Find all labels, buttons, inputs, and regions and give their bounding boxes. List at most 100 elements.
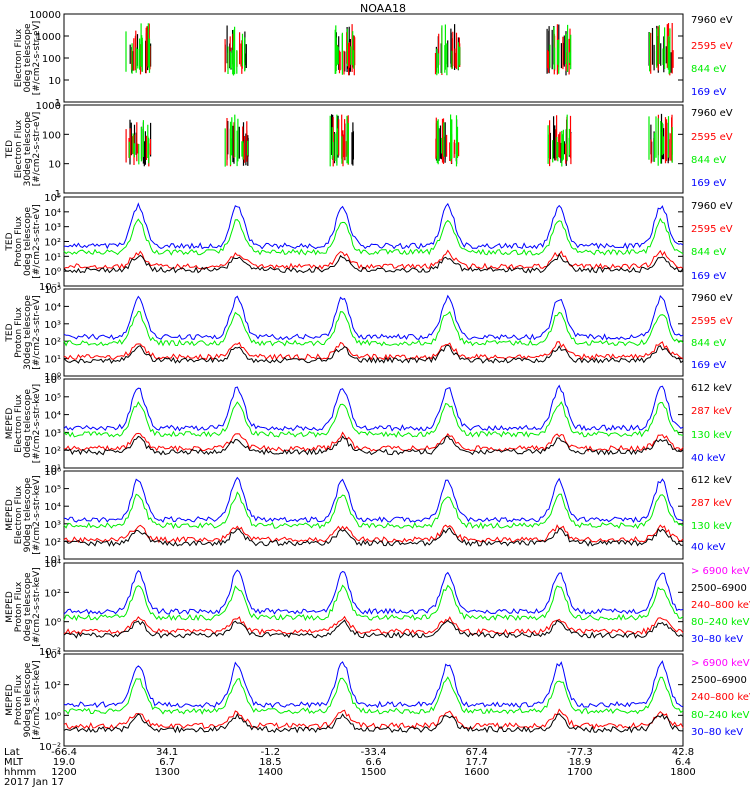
legend-entry: 7960 eV [691, 15, 733, 26]
y-axis-label: Electron Flux [14, 485, 24, 544]
y-tick-label: 10⁻² [39, 647, 61, 658]
panel-6: 10¹ 10² 10³ 10⁴ 10⁵ 10⁶ MEPED Electron Flux 90de… [5, 467, 732, 566]
x-tick-label: 6.7 [159, 757, 175, 768]
panel-frame [63, 562, 684, 652]
y-axis-label: 0deg telescope [23, 389, 33, 459]
legend-entry: 7960 eV [691, 201, 733, 212]
y-axis-label: [#/cm2-s-str-keV] [32, 384, 42, 463]
legend-entry: 2595 eV [691, 224, 733, 235]
y-tick-label: 100 [42, 54, 61, 65]
y-tick-label: 10¹ [44, 555, 61, 566]
y-axis-label: 0deg telescope [23, 23, 33, 93]
y-axis-label: TED [5, 232, 15, 251]
x-tick-label: 6.6 [366, 757, 382, 768]
y-tick-label: 10⁻² [39, 742, 61, 753]
x-tick-label: -33.4 [361, 747, 387, 758]
flux-trace-green [63, 310, 684, 347]
y-axis-label: MEPED [5, 684, 15, 716]
y-tick-label: 10000 [29, 10, 61, 21]
flux-traces [63, 202, 684, 274]
date-label: 2017 Jan 17 [4, 777, 64, 788]
y-axis-label: TED [5, 323, 15, 342]
y-axis-label: Electron Flux [14, 394, 24, 453]
x-tick-label: 1600 [464, 767, 489, 778]
y-tick-label: 10³ [44, 320, 61, 331]
flux-trace-green [227, 26, 246, 76]
legend-entry: 7960 eV [691, 293, 733, 304]
y-axis-label: [#/cm2-s-str-keV] [32, 660, 42, 739]
legend-entry: 169 eV [691, 178, 726, 189]
flux-traces [63, 569, 684, 639]
flux-trace-blue [63, 476, 684, 524]
x-row-label: Lat [4, 747, 20, 758]
y-axis-label: Proton Flux [14, 216, 24, 267]
panel-1: 1 10 100 1000 10000 Electron Flux 0deg telesco… [14, 10, 733, 109]
y-tick-label: 10³ [44, 520, 61, 531]
flux-trace-black [63, 344, 684, 364]
legend-entry: 169 eV [691, 87, 726, 98]
panel-7: 10⁻² 10⁰ 10² 10⁴ MEPED Proton Flux 0deg telesc… [5, 559, 750, 658]
flux-trace-green [547, 114, 570, 167]
legend-entry: 30–80 keV [691, 727, 743, 738]
y-tick-label: 10⁰ [44, 618, 61, 629]
y-tick-label: 10⁴ [44, 302, 61, 313]
flux-trace-black [63, 435, 684, 456]
legend-entry: 80–240 keV [691, 617, 750, 628]
panel-8: 10⁻² 10⁰ 10² 10⁴ MEPED Proton Flux 90deg teles… [5, 650, 750, 753]
panel-frame [63, 470, 684, 560]
panel-4: 10⁰ 10¹ 10² 10³ 10⁴ 10⁵ TED Proton Flux 30deg te… [5, 285, 733, 383]
y-tick-label: 100 [42, 130, 61, 141]
y-tick-label: 10⁰ [44, 372, 61, 383]
flux-trace-green [224, 114, 249, 167]
flux-trace-red [63, 431, 684, 453]
legend-entry: 612 keV [691, 383, 732, 394]
legend-entry: 844 eV [691, 64, 726, 75]
y-tick-label: 10⁻¹ [39, 282, 61, 293]
x-tick-label: 1400 [258, 767, 283, 778]
y-tick-label: 10² [44, 238, 61, 249]
y-axis-label: Proton Flux [14, 581, 24, 632]
legend-entry: 80–240 keV [691, 710, 750, 721]
y-tick-label: 1000 [36, 32, 61, 43]
y-tick-label: 1 [55, 189, 61, 200]
y-tick-label: 10⁰ [44, 267, 61, 278]
x-row-label: hhmm [4, 767, 36, 778]
y-axis-label: [#/cm2-s-str-eV] [32, 295, 42, 370]
y-tick-label: 10¹ [44, 355, 61, 366]
flux-traces [63, 476, 684, 547]
y-tick-label: 10⁴ [44, 208, 61, 219]
x-tick-label: 18.9 [569, 757, 591, 768]
panel-5: 10¹ 10² 10³ 10⁴ 10⁵ 10⁶ MEPED Electron Flux 0deg… [5, 375, 732, 475]
y-tick-label: 10⁵ [44, 193, 61, 204]
flux-trace-blue [63, 660, 684, 709]
flux-trace-black [63, 619, 684, 639]
flux-trace-green [63, 676, 684, 715]
y-axis-label: 30deg telescope [23, 295, 33, 370]
y-axis-label: [#/cm2-s-str-eV] [32, 21, 42, 96]
x-row-label: MLT [4, 757, 24, 768]
flux-trace-black [63, 527, 683, 547]
legend-entry: 844 eV [691, 247, 726, 258]
flux-trace-green [648, 116, 673, 166]
legend-entry: 2595 eV [691, 316, 733, 327]
y-axis-label: MEPED [5, 408, 15, 440]
flux-trace-red [63, 249, 684, 271]
x-tick-label: 6.4 [675, 757, 691, 768]
legend-entry: 2500–6900 [691, 675, 747, 686]
legend-entry: 30–80 keV [691, 634, 743, 645]
legend-entry: 240–800 keV [691, 600, 750, 611]
legend-entry: 844 eV [691, 338, 726, 349]
flux-traces [125, 23, 674, 76]
flux-trace-black [63, 252, 684, 274]
x-tick-label: 1800 [670, 767, 695, 778]
legend-entry: > 6900 keV [691, 566, 750, 577]
y-axis-label: [#/cm2-s-str-eV] [32, 112, 42, 187]
legend-entry: 612 keV [691, 475, 732, 486]
y-axis-label: [#/cm2-s-str-keV] [32, 567, 42, 646]
y-tick-label: 10⁵ [44, 485, 61, 496]
flux-trace-green [549, 24, 572, 74]
x-tick-label: 1700 [567, 767, 592, 778]
flux-trace-green [63, 217, 684, 256]
flux-traces [125, 113, 673, 167]
